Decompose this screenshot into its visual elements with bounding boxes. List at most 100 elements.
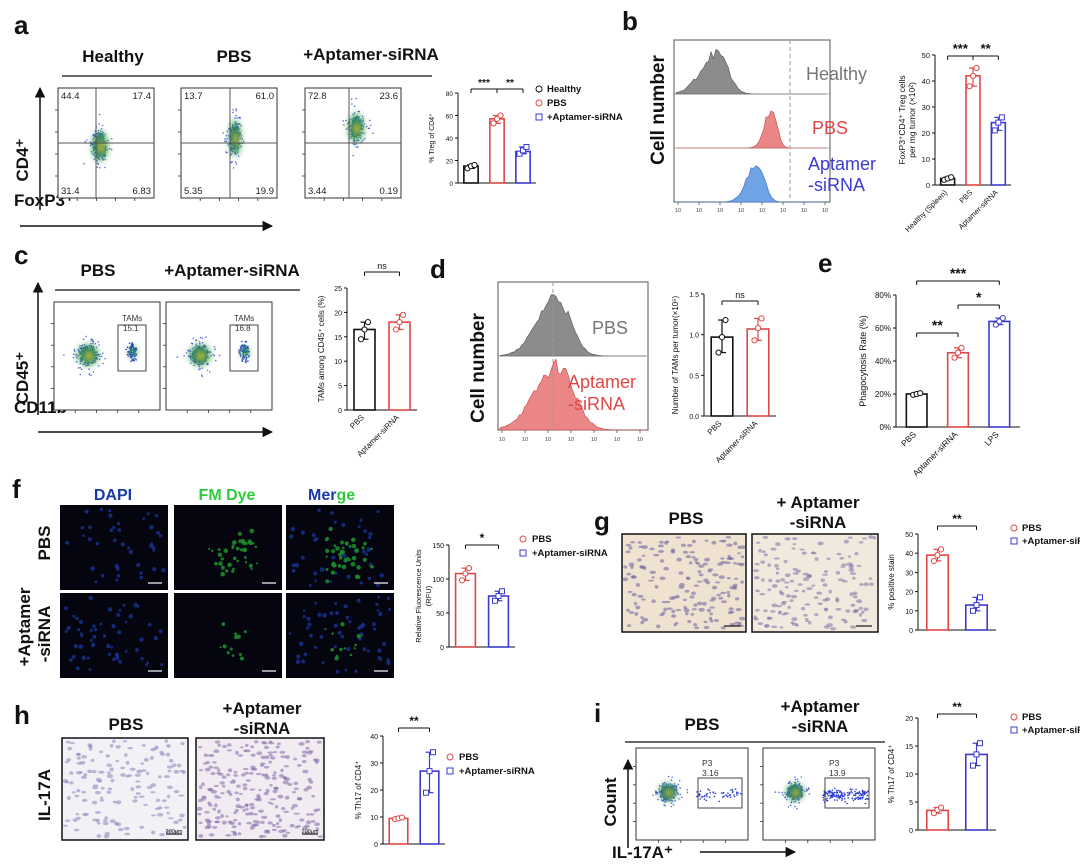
ihc-cell <box>115 744 121 749</box>
fm-dye-spot <box>232 540 237 545</box>
event-dot <box>864 798 867 801</box>
plot-frame <box>53 301 161 411</box>
ihc-cell <box>826 557 831 561</box>
dapi-nucleus <box>367 535 372 540</box>
ihc-cell <box>132 799 138 803</box>
event-dot <box>784 792 786 794</box>
ihc-cell <box>95 818 100 822</box>
dapi-nucleus <box>64 629 68 633</box>
event-dot <box>365 125 368 128</box>
event-dot <box>720 792 723 794</box>
dapi-nucleus <box>342 553 347 558</box>
ihc-cell <box>781 600 788 604</box>
event-dot <box>92 339 94 341</box>
flow-plot-2: 13.7 61.05.35 19.9 <box>178 87 278 201</box>
ihc-cell <box>628 562 635 567</box>
ihc-cell <box>160 752 166 756</box>
ihc-cell <box>802 572 809 576</box>
ihc-cell <box>272 789 278 794</box>
ihc-cell <box>767 563 771 567</box>
ihc-cell <box>311 794 315 798</box>
hist-pbs <box>676 110 826 149</box>
fm-dye-spot <box>356 565 361 570</box>
ihc-cell <box>250 753 256 757</box>
row-label-pbs: PBS <box>35 526 54 561</box>
dapi-nucleus <box>344 668 348 672</box>
data-point <box>969 72 977 79</box>
ihc-cell <box>806 587 813 591</box>
ihc-cell <box>258 789 262 792</box>
ihc-cell <box>648 579 654 582</box>
ihc-cell <box>166 752 171 757</box>
ihc-cell <box>315 827 320 831</box>
ihc-cell <box>783 612 790 615</box>
ihc-cell <box>120 766 126 770</box>
ihc-cell <box>226 749 233 752</box>
event-dot <box>731 788 734 791</box>
event-dot <box>224 138 226 140</box>
ihc-cell <box>213 749 220 754</box>
event-dot <box>840 794 843 796</box>
event-dot <box>241 340 243 343</box>
dapi-nucleus <box>92 624 96 628</box>
event-dot <box>89 145 92 147</box>
ihc-cell <box>242 786 248 791</box>
y-tick-label: 30 <box>370 761 378 768</box>
y-tick-label: 0 <box>440 645 444 652</box>
event-dot <box>79 366 81 369</box>
event-dot <box>131 343 134 345</box>
event-dot <box>104 166 106 169</box>
y-tick-label: 10 <box>334 359 342 366</box>
ihc-cell <box>791 547 796 550</box>
ihc-cell <box>105 754 110 758</box>
ihc-cell <box>306 813 310 816</box>
dapi-nucleus <box>313 571 318 576</box>
ihc-cell <box>840 565 846 568</box>
row-label-aptamer: +Aptamer <box>15 587 34 666</box>
ihc-cell <box>208 765 213 769</box>
x-tick-label: PBS <box>348 413 366 431</box>
bar-1 <box>905 393 928 428</box>
ihc-cell <box>221 820 227 825</box>
ihc-image-aptamer <box>751 533 879 633</box>
fm-dye-spot <box>223 548 229 553</box>
panel-h: h PBS +Aptamer -siRNA IL-17A 200μm 200μm … <box>14 699 535 849</box>
event-dot <box>368 127 370 130</box>
ihc-cell <box>302 754 307 758</box>
ihc-cell <box>91 769 97 774</box>
event-dot <box>72 356 75 359</box>
ihc-cell <box>804 603 811 606</box>
fm-dye-spot <box>231 569 235 573</box>
ihc-cell <box>661 600 667 604</box>
fm-dye-spot <box>325 555 328 558</box>
y-tick-label: 40 <box>370 734 378 741</box>
event-dot <box>727 792 729 794</box>
ihc-cell <box>282 833 288 838</box>
ihc-cell <box>245 807 249 811</box>
y-tick-label: 50 <box>922 51 930 60</box>
ihc-cell <box>268 753 273 757</box>
ihc-cell <box>220 814 224 818</box>
density-peak <box>353 123 361 135</box>
ihc-cell <box>212 766 219 770</box>
event-dot <box>718 800 720 803</box>
ihc-cell <box>204 811 210 814</box>
fm-dye-spot <box>220 557 224 561</box>
event-dot <box>686 791 689 794</box>
event-dot <box>790 801 793 803</box>
dapi-nucleus <box>302 609 306 612</box>
ihc-cell <box>209 753 215 758</box>
ihc-cell <box>780 578 785 582</box>
ihc-cell <box>88 747 93 751</box>
ihc-cell <box>626 624 632 627</box>
fluorescence-grid <box>60 505 394 678</box>
ihc-cell <box>863 582 869 587</box>
event-dot <box>101 352 104 355</box>
event-dot <box>364 137 366 140</box>
event-dot <box>730 789 732 791</box>
ihc-cell <box>739 545 746 550</box>
ihc-cell <box>113 821 119 826</box>
event-dot <box>225 134 228 137</box>
